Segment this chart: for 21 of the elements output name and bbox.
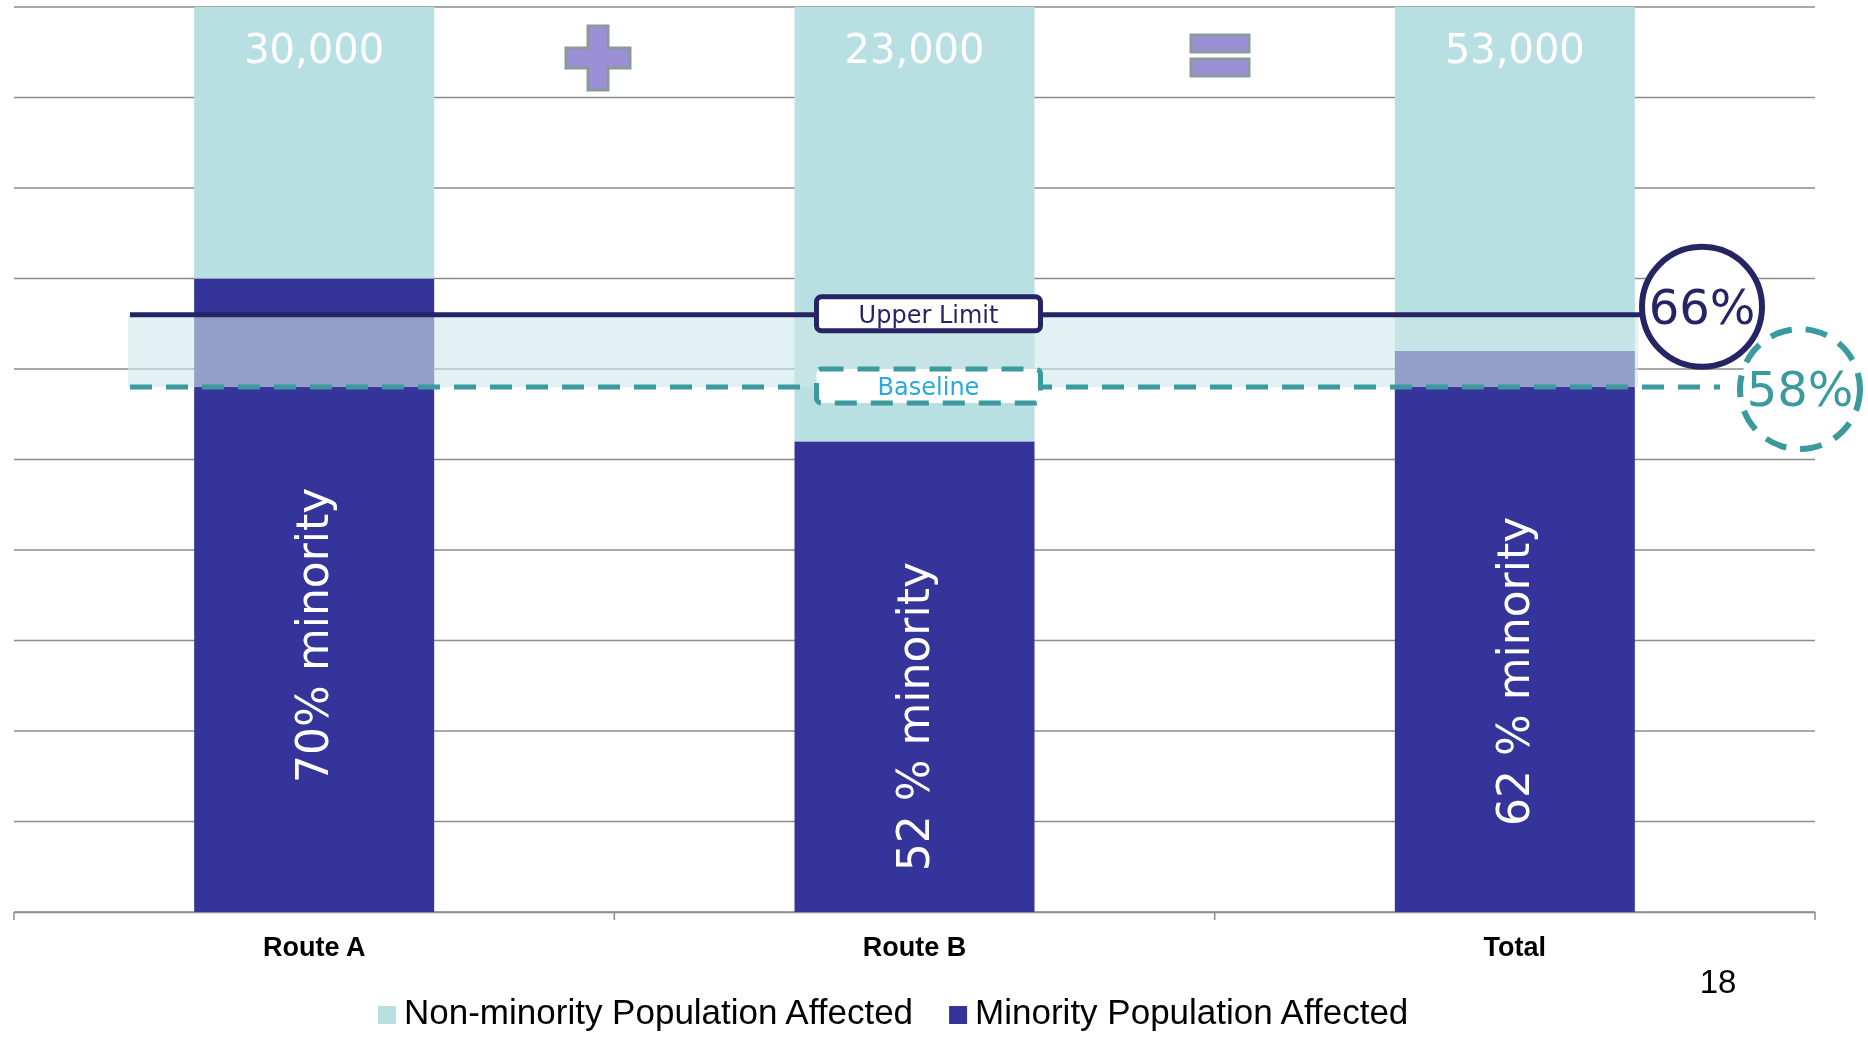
x-tick-label: Route B <box>862 931 967 962</box>
bar <box>194 278 435 912</box>
bar <box>194 7 435 279</box>
annotation: 30,000 <box>244 26 385 72</box>
annotation: 23,000 <box>844 26 985 72</box>
ref-line-label: Upper Limit <box>858 300 999 329</box>
annotation: 66% <box>1648 278 1756 335</box>
x-tick-label: Total <box>1483 931 1547 962</box>
data-label: 70% minority <box>287 487 339 783</box>
ref-line-label: Baseline <box>877 373 980 402</box>
bar <box>1394 350 1635 912</box>
bar <box>1394 7 1635 351</box>
annotation: 53,000 <box>1444 26 1585 72</box>
data-label: 62 % minority <box>1487 516 1539 827</box>
legend-label: Non-minority Population Affected <box>404 992 914 1031</box>
text: 18 <box>1699 963 1737 1000</box>
annotation: 58% <box>1746 361 1854 418</box>
data-label: 52 % minority <box>887 562 939 872</box>
x-tick-label: Route A <box>262 931 366 962</box>
bar <box>794 441 1035 912</box>
legend-label: Minority Population Affected <box>975 992 1409 1031</box>
